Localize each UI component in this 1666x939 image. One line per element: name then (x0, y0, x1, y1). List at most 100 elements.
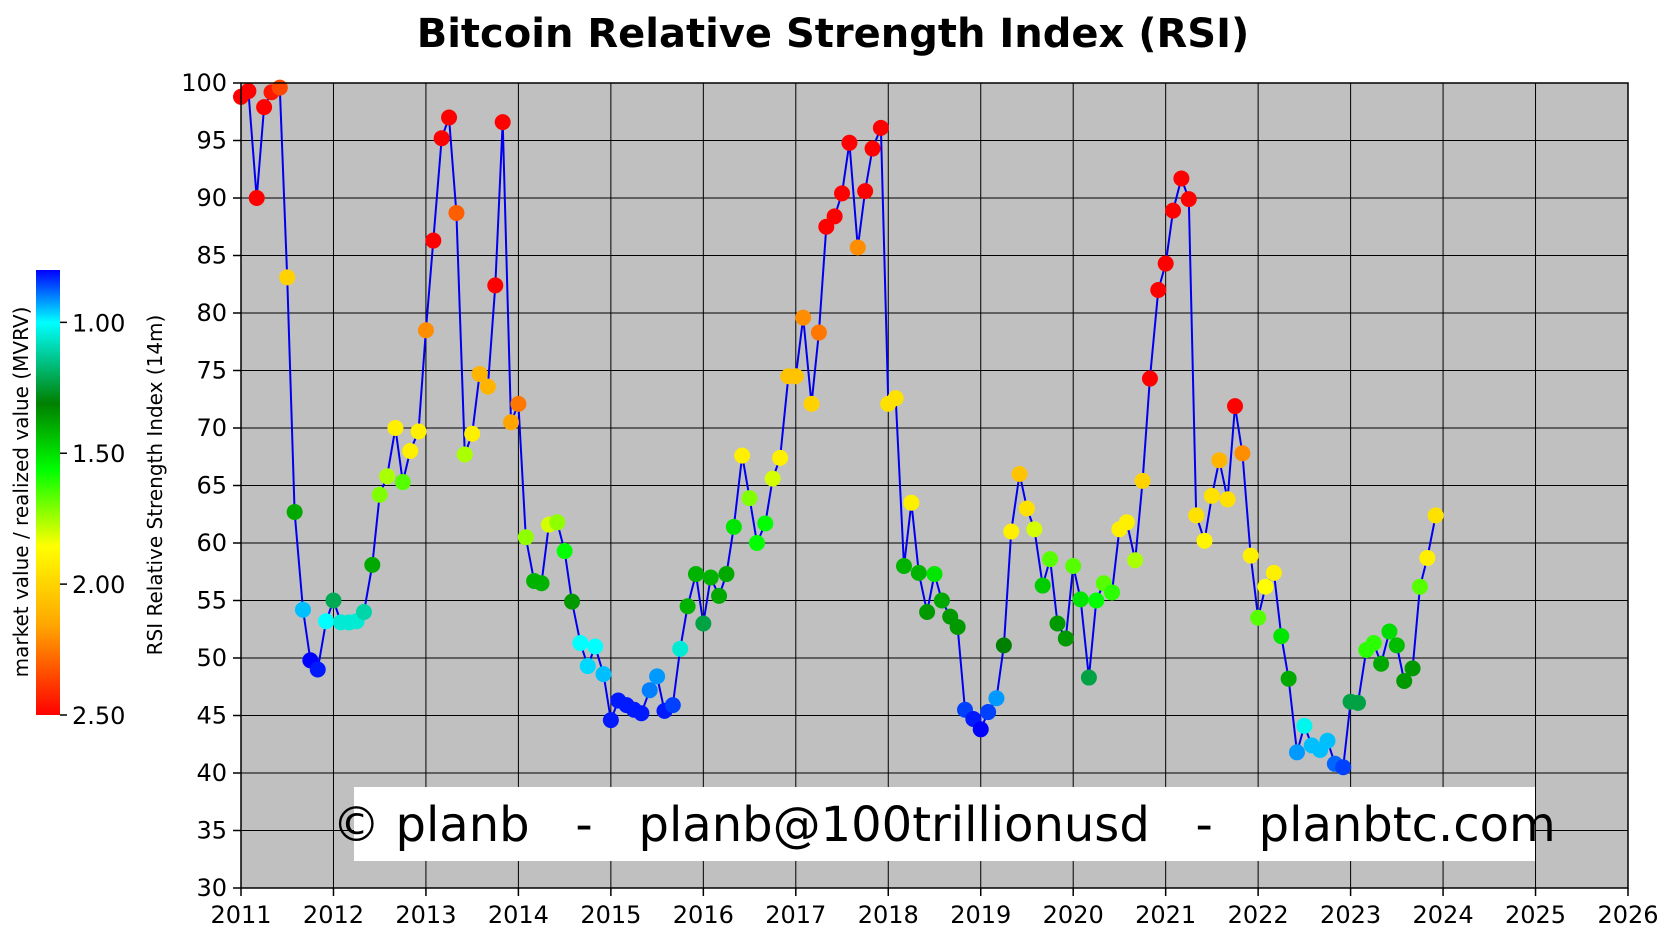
rsi-point (1104, 584, 1121, 601)
rsi-point (1003, 523, 1020, 540)
watermark-text: © planb - planb@100trillionusd - planbtc… (332, 797, 1556, 853)
rsi-point (510, 395, 527, 412)
rsi-point (271, 79, 288, 96)
rsi-point (772, 449, 789, 466)
rsi-point (456, 446, 473, 463)
rsi-point (1319, 732, 1336, 749)
rsi-point (949, 618, 966, 635)
x-tick-label: 2013 (395, 901, 456, 929)
y-tick-label: 75 (196, 357, 227, 385)
rsi-point (764, 470, 781, 487)
rsi-point (1280, 670, 1297, 687)
rsi-point (980, 704, 997, 721)
rsi-point (887, 390, 904, 407)
x-tick-label: 2026 (1597, 901, 1658, 929)
rsi-point (1349, 694, 1366, 711)
rsi-point (479, 378, 496, 395)
rsi-point (572, 635, 589, 652)
rsi-point (417, 322, 434, 339)
rsi-point (1396, 673, 1413, 689)
rsi-point (849, 239, 866, 256)
rsi-point (1211, 452, 1228, 469)
rsi-point (1150, 282, 1167, 298)
x-tick-label: 2021 (1135, 901, 1196, 929)
rsi-point (1157, 255, 1174, 272)
rsi-point (903, 494, 920, 511)
rsi-point (1134, 472, 1151, 489)
rsi-point (286, 503, 303, 520)
rsi-point (1365, 635, 1382, 652)
rsi-point (355, 604, 372, 620)
rsi-point (679, 598, 696, 615)
y-tick-label: 80 (196, 299, 227, 327)
rsi-point (441, 109, 458, 126)
rsi-point (1080, 669, 1097, 686)
rsi-point (995, 637, 1012, 654)
rsi-point (895, 558, 912, 574)
rsi-point (1141, 370, 1158, 387)
x-tick-label: 2022 (1228, 901, 1289, 929)
rsi-point (1335, 759, 1352, 776)
rsi-point (549, 514, 566, 531)
rsi-point (240, 83, 257, 100)
rsi-point (1072, 591, 1089, 608)
y-tick-label: 70 (196, 414, 227, 442)
rsi-point (587, 638, 604, 655)
rsi-point (988, 690, 1005, 707)
rsi-point (1034, 577, 1051, 594)
rsi-point (795, 309, 812, 326)
rsi-point (1018, 500, 1035, 517)
rsi-point (664, 697, 681, 714)
y-tick-label: 55 (196, 587, 227, 615)
rsi-point (641, 682, 658, 699)
rsi-point (926, 566, 943, 583)
colorbar-tick-label: 2.50 (72, 702, 125, 730)
rsi-point (1419, 549, 1436, 566)
rsi-point (433, 130, 450, 147)
rsi-point (834, 185, 851, 202)
x-tick-label: 2020 (1043, 901, 1104, 929)
rsi-point (1118, 514, 1135, 531)
rsi-point (318, 613, 335, 630)
x-tick-label: 2023 (1320, 901, 1381, 929)
y-axis-ticks: 30 35 40 45 50 55 60 65 70 75 80 85 90 95 100 (181, 69, 241, 902)
rsi-point (1011, 466, 1028, 482)
rsi-point (410, 423, 427, 440)
rsi-point (503, 414, 520, 431)
rsi-point (1088, 592, 1105, 609)
rsi-point (725, 518, 742, 535)
chart-title: Bitcoin Relative Strength Index (RSI) (417, 11, 1250, 57)
rsi-point (1381, 623, 1398, 640)
rsi-point (364, 556, 381, 573)
x-tick-label: 2025 (1505, 901, 1566, 929)
x-axis-ticks: 2011 2012 2013 2014 2015 2016 2017 2018 2019 2020… (210, 888, 1659, 929)
rsi-point (787, 368, 804, 385)
rsi-point (579, 658, 596, 675)
rsi-point (517, 529, 534, 546)
rsi-point (857, 183, 874, 200)
rsi-point (379, 468, 396, 485)
rsi-point (595, 666, 612, 683)
rsi-point (1196, 532, 1213, 549)
rsi-point (872, 119, 889, 136)
rsi-point (803, 395, 820, 412)
y-tick-label: 95 (196, 127, 227, 155)
rsi-point (248, 190, 265, 206)
rsi-point (1411, 578, 1428, 595)
rsi-point (1173, 170, 1190, 187)
rsi-point (309, 661, 326, 678)
rsi-point (256, 99, 273, 116)
colorbar-tick-label: 1.50 (72, 440, 125, 468)
rsi-point (556, 543, 573, 560)
rsi-point (1388, 637, 1405, 654)
y-tick-label: 85 (196, 242, 227, 270)
rsi-point (325, 592, 342, 609)
rsi-point (1242, 547, 1259, 564)
colorbar-ticks: 1.00 1.50 2.00 2.50 (60, 309, 125, 730)
x-tick-label: 2014 (488, 901, 549, 929)
rsi-point (1219, 491, 1236, 508)
rsi-point (1227, 398, 1244, 415)
rsi-point (1273, 628, 1290, 645)
rsi-point (810, 324, 827, 341)
x-tick-label: 2016 (673, 901, 734, 929)
